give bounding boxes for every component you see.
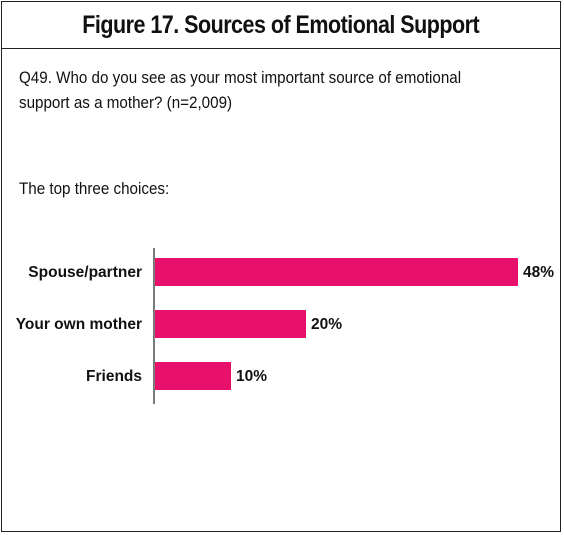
category-label-spouse-partner: Spouse/partner [28, 264, 142, 281]
value-label-your-own-mother: 20% [311, 316, 342, 333]
bar-spouse-partner [155, 258, 518, 286]
figure-title: Figure 17. Sources of Emotional Support [82, 10, 480, 39]
chart-subheading: The top three choices: [19, 180, 170, 198]
category-label-friends: Friends [86, 368, 142, 385]
bar-chart: Spouse/partner 48% Your own mother 20% Frien… [16, 248, 554, 404]
value-label-spouse-partner: 48% [523, 264, 554, 281]
value-label-friends: 10% [236, 368, 267, 385]
category-label-your-own-mother: Your own mother [16, 316, 142, 333]
figure-title-bar: Figure 17. Sources of Emotional Support [2, 2, 560, 49]
bar-friends [155, 362, 231, 390]
bar-your-own-mother [155, 310, 306, 338]
survey-question: Q49. Who do you see as your most importa… [19, 69, 462, 112]
bars-group: Spouse/partner 48% Your own mother 20% Frien… [16, 258, 554, 390]
